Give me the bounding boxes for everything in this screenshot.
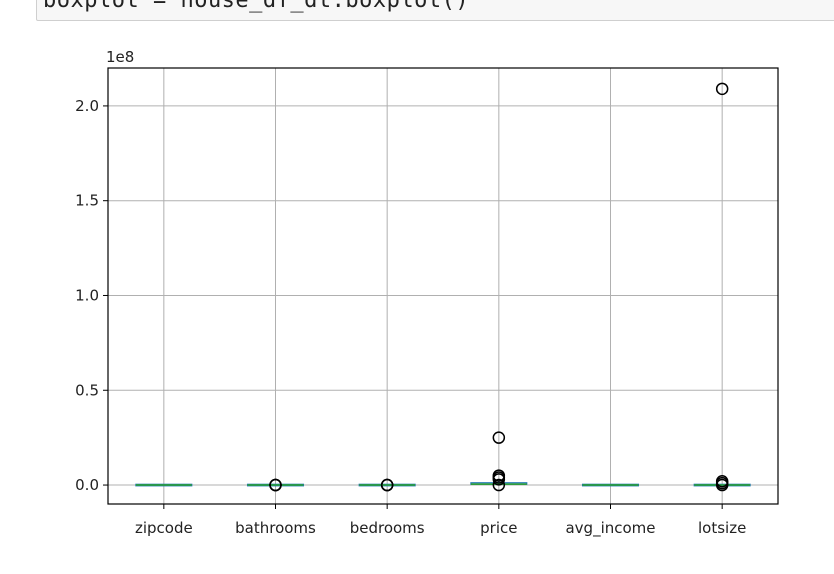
code-cell[interactable]: boxplot = house_df_dt.boxplot() [36,0,834,21]
box-bathrooms [246,483,305,487]
box-bedrooms [358,483,416,487]
fliers [269,82,729,492]
outlier-lotsize [715,82,729,96]
y-scale-label: 1e8 [106,48,134,66]
x-tick-label-avg_income: avg_income [565,519,655,538]
box-lotsize [693,483,751,487]
x-ticks: zipcode bathrooms bedrooms price avg_income l… [135,504,746,538]
x-tick-label-zipcode: zipcode [135,519,193,537]
box-avg_income [581,483,640,487]
x-tick-label-price: price [480,519,517,537]
box-zipcode [135,483,193,487]
y-tick-label: 0.0 [75,476,99,494]
outlier-price [492,431,506,444]
x-tick-label-bedrooms: bedrooms [350,519,425,537]
y-tick-label: 2.0 [75,97,99,115]
y-tick-label: 0.5 [75,381,99,399]
grid [108,68,778,504]
outlier-price [492,478,506,492]
boxes [135,481,751,487]
outlier-bathrooms [269,478,282,492]
y-tick-label: 1.0 [75,286,99,304]
y-ticks: 0.0 0.5 1.0 1.5 2.0 [75,97,108,494]
code-line: boxplot = house_df_dt.boxplot() [43,0,470,13]
plot-frame [107,67,779,505]
outlier-lotsize [715,475,729,488]
x-tick-label-bathrooms: bathrooms [235,519,316,537]
x-tick-label-lotsize: lotsize [698,519,746,537]
y-tick-label: 1.5 [75,192,99,210]
outlier-bedrooms [380,478,394,492]
outlier-price [492,469,506,482]
